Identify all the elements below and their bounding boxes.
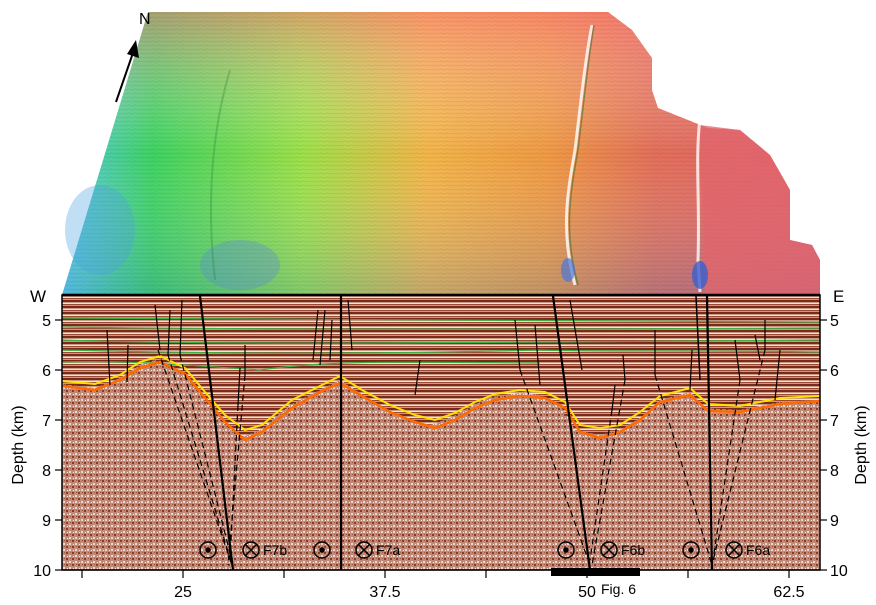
depth-tick-label: 8: [42, 463, 51, 480]
fault-label: F7b: [263, 542, 287, 558]
fault-label: F6b: [621, 542, 645, 558]
depth-tick-label: 10: [33, 563, 51, 580]
right-depth-axis: 5 6 7 8 9 10 Depth (km): [820, 313, 870, 580]
depth-tick-label: 7: [830, 413, 839, 430]
depth-tick-label: 5: [830, 313, 839, 330]
fault-label: F7a: [376, 542, 400, 558]
distance-tick-label: 37.5: [369, 584, 400, 601]
depth-tick-label: 10: [830, 563, 848, 580]
out-of-page-symbol-icon: [557, 541, 575, 559]
into-page-symbol-icon: [242, 541, 260, 559]
fig6-label: Fig. 6: [601, 581, 636, 597]
depth-tick-label: 9: [42, 513, 51, 530]
right-axis-title: Depth (km): [853, 405, 870, 484]
into-page-symbol-icon: [355, 541, 373, 559]
distance-tick-label: 50: [578, 584, 596, 601]
fault-label: F6a: [746, 542, 770, 558]
north-arrow-icon: [115, 40, 139, 103]
depth-tick-label: 7: [42, 413, 51, 430]
strike-slip-symbols: [199, 541, 743, 559]
fig6-extent-bar: [551, 568, 640, 576]
depth-tick-label: 9: [830, 513, 839, 530]
depth-tick-label: 6: [830, 363, 839, 380]
distance-tick-label: 62.5: [773, 584, 804, 601]
left-axis-title: Depth (km): [10, 405, 27, 484]
bathymetry-map: [62, 12, 820, 295]
out-of-page-symbol-icon: [199, 541, 217, 559]
out-of-page-symbol-icon: [313, 541, 331, 559]
depth-tick-label: 6: [42, 363, 51, 380]
north-label: N: [139, 11, 151, 28]
out-of-page-symbol-icon: [682, 541, 700, 559]
into-page-symbol-icon: [725, 541, 743, 559]
west-label: W: [30, 287, 46, 306]
depth-tick-label: 5: [42, 313, 51, 330]
bottom-distance-axis: 25 37.5 50 62.5: [62, 569, 820, 601]
fault-lines: [106, 295, 781, 571]
seismic-section: [62, 295, 820, 570]
left-depth-axis: 5 6 7 8 9 10 Depth (km): [10, 313, 62, 580]
depth-tick-label: 8: [830, 463, 839, 480]
distance-tick-label: 25: [174, 584, 192, 601]
east-label: E: [833, 287, 844, 306]
into-page-symbol-icon: [600, 541, 618, 559]
